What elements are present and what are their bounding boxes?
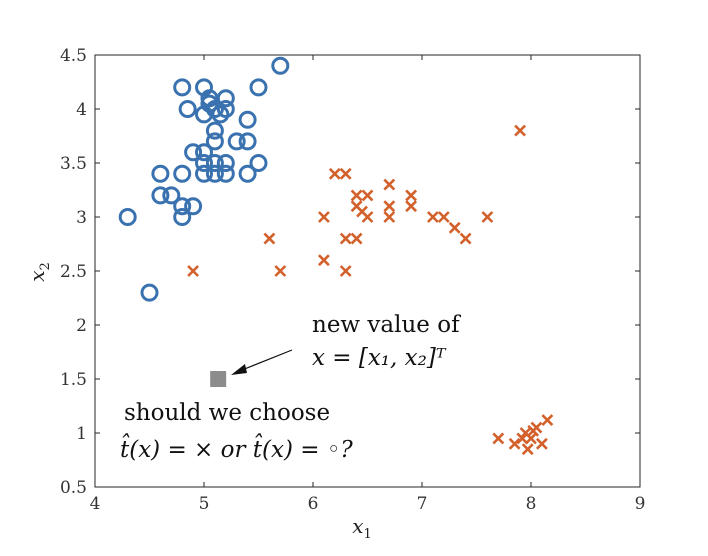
circle-point	[200, 94, 219, 113]
circle-point	[195, 143, 213, 162]
annotation-new-value-line2: x = [x₁, x₂]ᵀ	[312, 345, 447, 371]
cross-point	[383, 178, 396, 191]
circle-point	[238, 110, 257, 129]
data-marks	[118, 56, 554, 456]
circle-point	[184, 197, 203, 216]
circle-point	[249, 78, 268, 97]
cross-point	[508, 437, 521, 450]
cross-point	[426, 211, 439, 223]
y-tick-label: 2.5	[60, 262, 87, 282]
circle-point	[140, 283, 159, 302]
cross-point	[339, 265, 352, 277]
y-axis-label-subscript: 2	[38, 262, 53, 270]
cross-point	[459, 232, 472, 245]
circle-point	[216, 100, 235, 118]
x-tick-label: 7	[417, 494, 428, 514]
circle-point	[151, 186, 170, 205]
cross-point	[514, 124, 527, 137]
circle-point	[173, 208, 192, 226]
x-axis-label-subscript: 1	[364, 527, 372, 542]
x-tick-label: 4	[90, 494, 101, 514]
cross-point	[383, 211, 396, 223]
annotation-question-line2: t̂(x) = × or t̂(x) = ◦?	[120, 434, 353, 463]
circle-point	[195, 164, 213, 183]
cross-point	[328, 167, 341, 180]
circle-point	[173, 197, 192, 216]
circle-point	[205, 154, 224, 172]
cross-point	[361, 189, 374, 202]
circle-point	[178, 100, 197, 118]
cross-point	[339, 232, 352, 245]
cross-point	[405, 189, 418, 202]
circle-point	[173, 78, 192, 97]
axis-ticks: 4 5 6 7 8 9 0.5 1 1.5 2 2.5 3 3.5 4 4.5	[60, 46, 645, 514]
cross-point	[530, 421, 543, 434]
circle-point	[184, 143, 203, 162]
cross-point	[317, 254, 330, 267]
y-tick-label: 4.5	[60, 46, 87, 66]
circle-point	[162, 186, 181, 205]
y-tick-label: 1.5	[60, 370, 87, 390]
circle-point	[205, 121, 224, 140]
x-axis-label: x1	[352, 514, 372, 542]
circle-point	[205, 164, 224, 183]
cross-point	[263, 232, 276, 245]
circle-point	[118, 208, 137, 226]
circle-point	[227, 132, 246, 151]
circle-point	[195, 154, 213, 172]
cross-point	[535, 437, 548, 450]
cross-point	[350, 189, 363, 202]
cross-point	[361, 211, 374, 223]
cross-point	[492, 432, 505, 445]
x-tick-label: 6	[308, 494, 319, 514]
circle-point	[271, 56, 290, 75]
circle-point	[173, 164, 192, 183]
circle-point	[238, 164, 257, 183]
circle-point	[205, 132, 224, 151]
y-tick-label: 1	[76, 424, 87, 444]
circle-point	[216, 154, 235, 172]
annotation-question-line1: should we choose	[124, 400, 330, 426]
new-value-square-point	[210, 371, 227, 387]
annotation-arrow-head	[231, 364, 247, 375]
cross-point	[541, 414, 554, 426]
circle-point	[211, 105, 230, 124]
circle-point	[151, 164, 170, 183]
cross-point	[383, 200, 396, 213]
circle-point	[216, 89, 235, 108]
y-tick-label: 4	[76, 100, 87, 120]
cross-point	[521, 443, 534, 456]
circle-point	[238, 132, 257, 151]
x-tick-label: 8	[526, 494, 537, 514]
y-tick-label: 0.5	[60, 478, 87, 498]
cross-point	[274, 265, 287, 277]
cross-point	[405, 200, 418, 213]
y-tick-label: 3.5	[60, 154, 87, 174]
y-axis-label: x2	[25, 262, 53, 282]
cross-point	[437, 211, 450, 223]
x-tick-label: 5	[199, 494, 210, 514]
cross-point	[187, 265, 200, 277]
circle-point	[249, 154, 268, 172]
circle-point	[216, 164, 235, 183]
cross-point	[481, 211, 494, 223]
annotation-new-value-line1: new value of	[312, 312, 461, 338]
y-tick-label: 2	[76, 316, 87, 336]
annotation-arrow-line	[241, 349, 293, 371]
cross-point	[339, 167, 352, 180]
cross-point	[516, 432, 529, 445]
y-tick-label: 3	[76, 208, 87, 228]
circle-point	[205, 100, 224, 118]
cross-point	[448, 221, 461, 234]
x-tick-label: 9	[635, 494, 646, 514]
cross-point	[350, 232, 363, 245]
cross-point	[317, 211, 330, 223]
